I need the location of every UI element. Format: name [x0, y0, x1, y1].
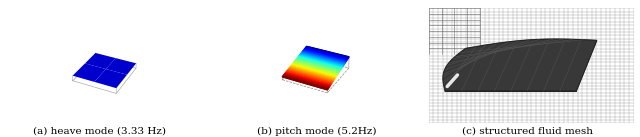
Text: (b) pitch mode (5.2Hz): (b) pitch mode (5.2Hz)	[257, 126, 376, 136]
Polygon shape	[443, 39, 596, 91]
Text: (c) structured fluid mesh: (c) structured fluid mesh	[463, 127, 593, 136]
Text: (a) heave mode (3.33 Hz): (a) heave mode (3.33 Hz)	[33, 127, 166, 136]
